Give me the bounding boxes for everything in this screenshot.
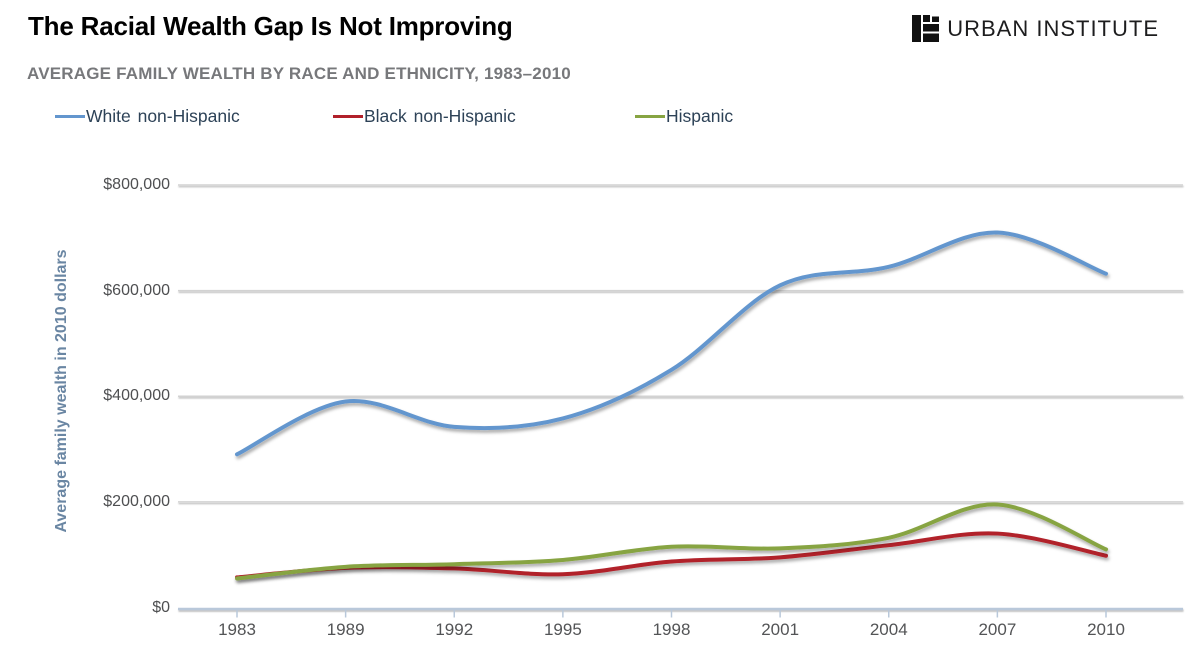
x-tick-label: 1998 — [652, 620, 691, 639]
x-axis — [178, 607, 1183, 618]
series-line-black-non-hispanic — [235, 531, 1108, 580]
x-tick-label: 2010 — [1087, 620, 1125, 639]
y-tick-label: $400,000 — [103, 387, 170, 405]
legend-swatch-black-non-hispanic — [333, 114, 363, 118]
x-tick-label: 2001 — [761, 620, 800, 639]
legend-label: White non-Hispanic — [86, 105, 240, 126]
legend-swatch-hispanic — [635, 114, 665, 118]
x-tick-label: 1989 — [326, 620, 365, 639]
y-tick-label: $800,000 — [103, 176, 170, 193]
x-tick-label: 2004 — [869, 620, 908, 639]
y-tick-label: $600,000 — [103, 281, 170, 299]
legend-label: Black non-Hispanic — [364, 105, 516, 126]
series-line-white-non-hispanic — [235, 230, 1108, 457]
y-tick-label: $0 — [152, 598, 170, 616]
legend-item-black-non-hispanic: Black non-Hispanic — [333, 103, 516, 129]
legend-item-hispanic: Hispanic — [635, 103, 733, 129]
y-tick-label: $200,000 — [103, 492, 170, 510]
chart-legend: White non-Hispanic Black non-Hispanic Hi… — [0, 103, 1185, 129]
legend-label: Hispanic — [666, 105, 734, 126]
x-tick-label: 1995 — [543, 620, 582, 639]
x-tick-label: 1992 — [435, 620, 474, 639]
x-tick-label: 1983 — [218, 620, 256, 639]
series-line-hispanic — [235, 502, 1108, 581]
brand-name: URBAN INSTITUTE — [947, 15, 1159, 41]
chart-subtitle: AVERAGE FAMILY WEALTH BY RACE AND ETHNIC… — [27, 64, 571, 83]
page-title: The Racial Wealth Gap Is Not Improving — [28, 11, 513, 41]
series-lines — [235, 230, 1108, 581]
x-tick-label: 2007 — [978, 620, 1017, 639]
brand-logo: URBAN INSTITUTE — [912, 15, 1159, 42]
gridlines — [178, 184, 1183, 503]
urban-institute-logo-icon — [912, 15, 940, 42]
legend-item-white-non-hispanic: White non-Hispanic — [55, 103, 240, 129]
legend-swatch-white-non-hispanic — [55, 114, 85, 118]
